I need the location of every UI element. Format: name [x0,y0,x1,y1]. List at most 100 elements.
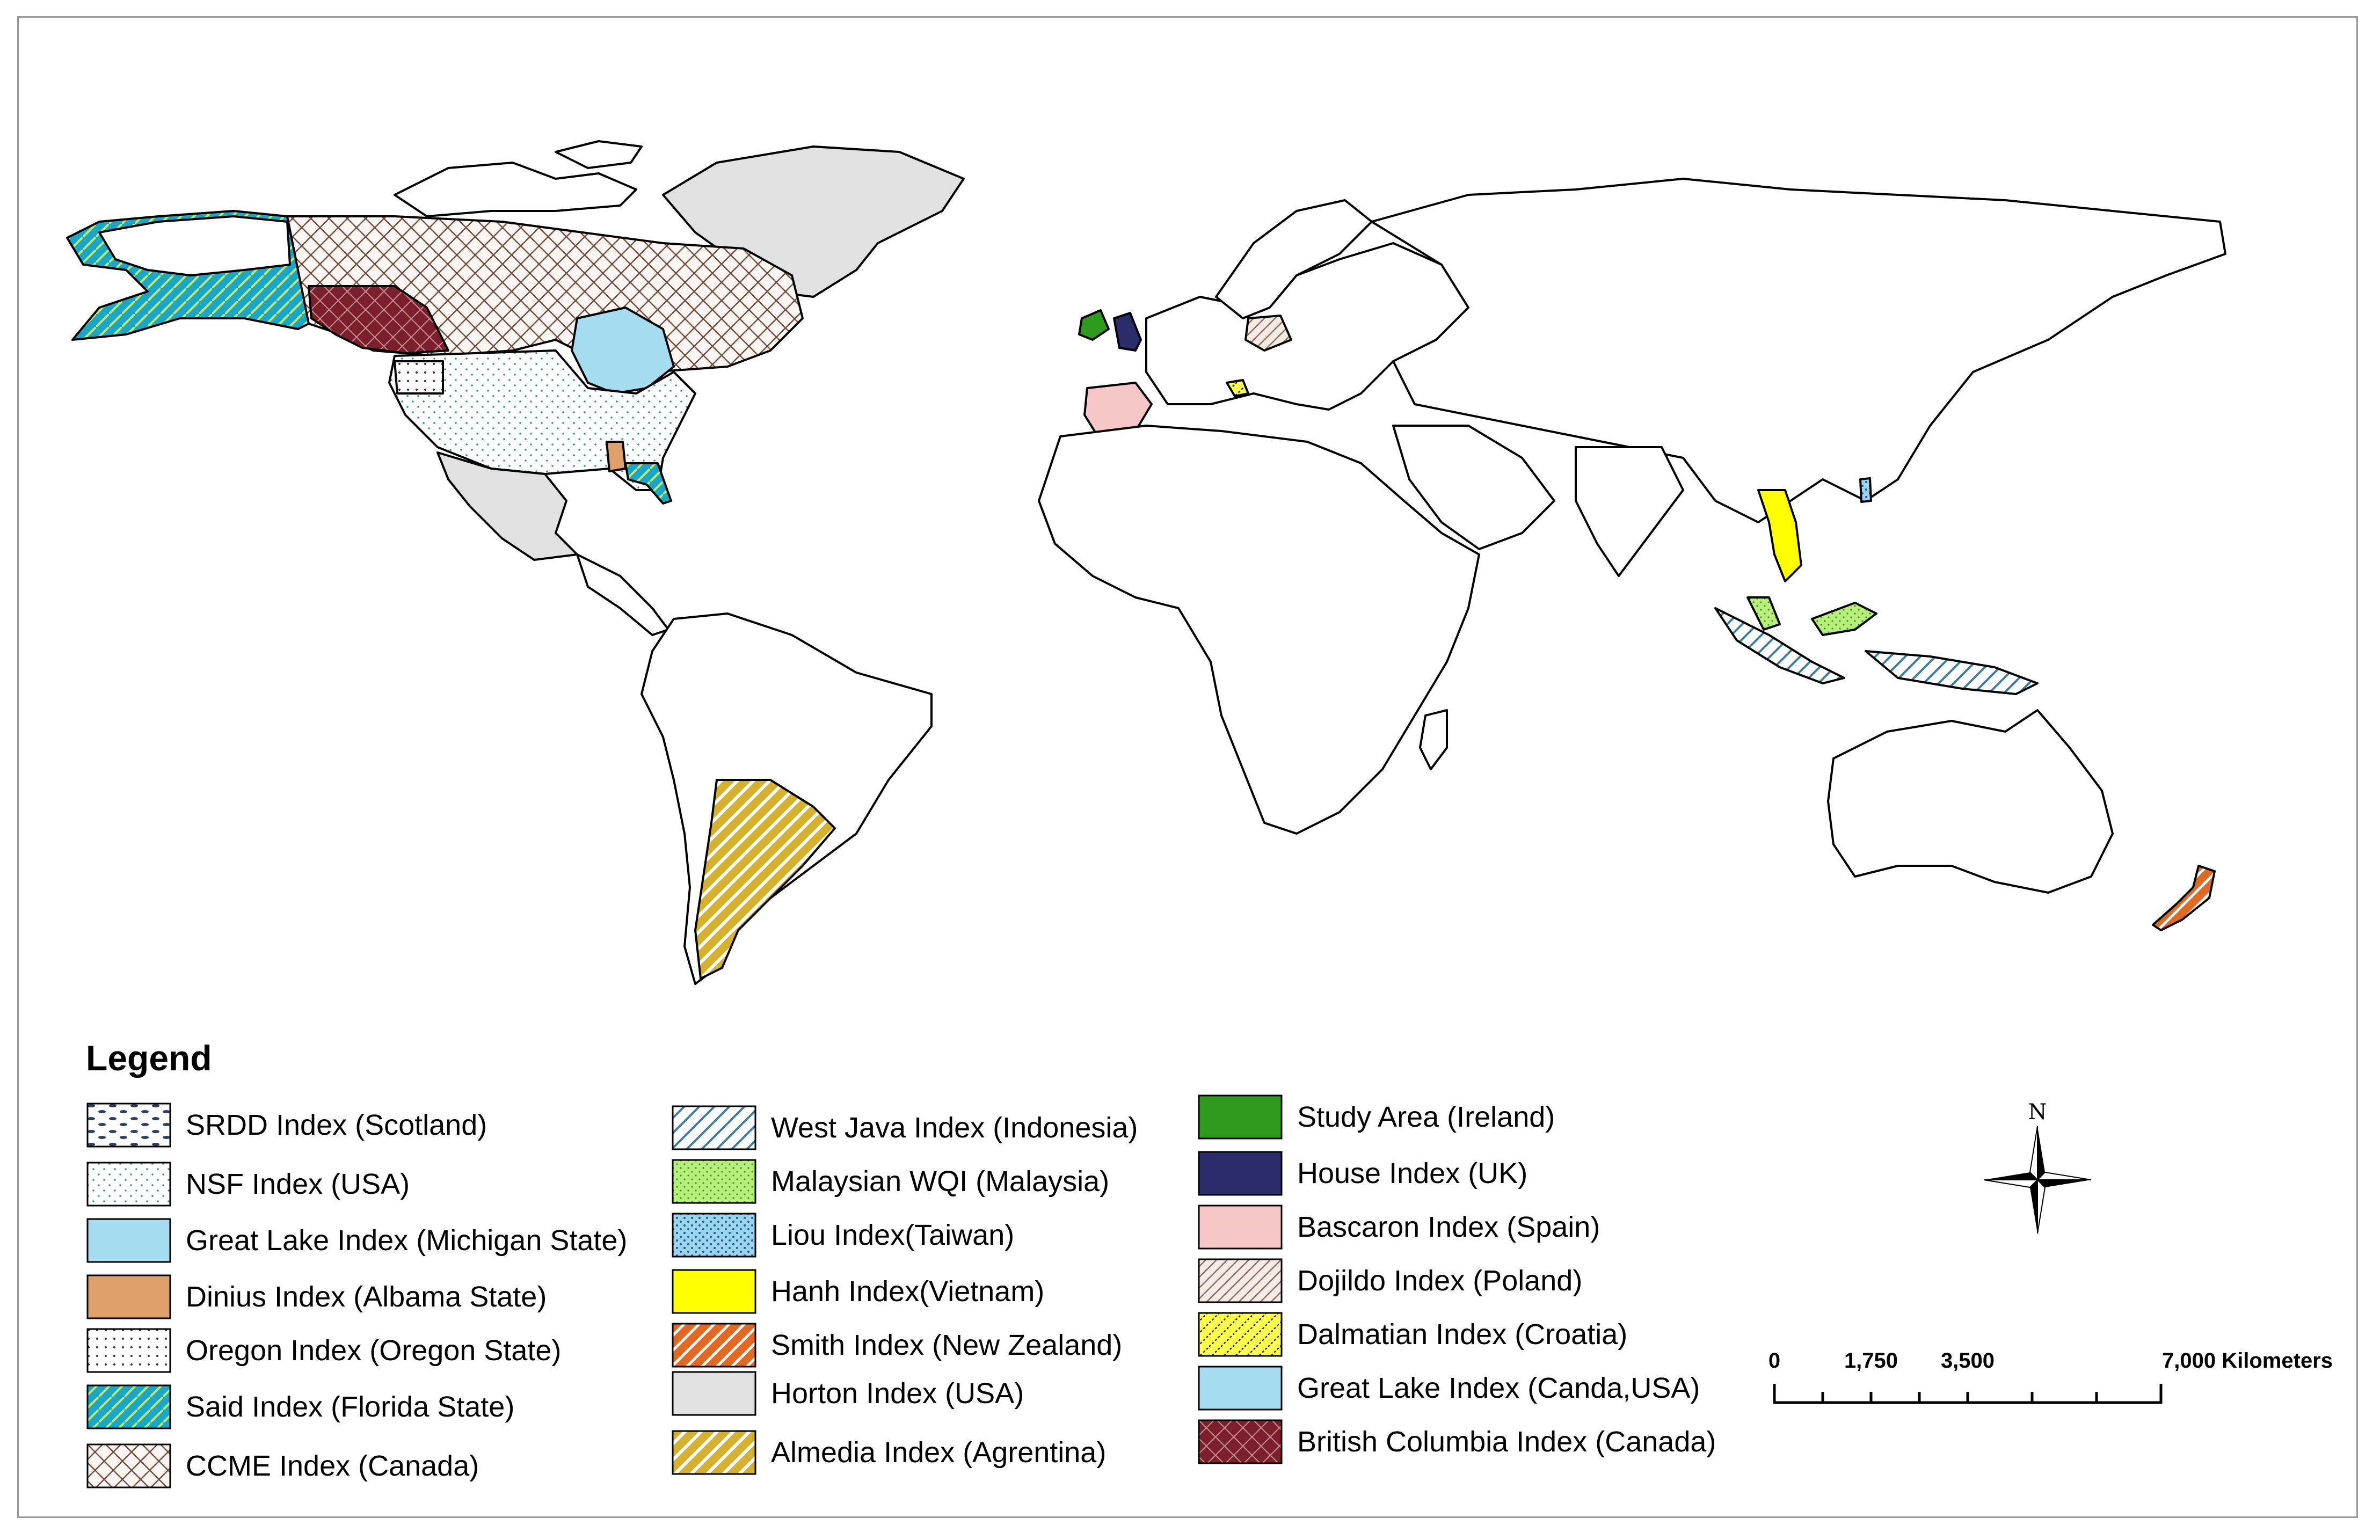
legend-label: Oregon Index (Oregon State) [186,1334,562,1367]
legend-swatch [1198,1205,1283,1250]
scale-tick-0: 0 [1768,1349,1780,1373]
scandinavia [1215,199,1373,319]
legend-swatch [86,1162,171,1207]
legend-label: House Index (UK) [1297,1157,1528,1189]
scale-tick-3500: 3,500 [1941,1349,1995,1373]
legend-item: CCME Index (Canada) [86,1443,479,1489]
indonesia [1714,607,1845,684]
indonesia-east [1865,650,2039,695]
legend-swatch [1198,1094,1283,1140]
scale-tick-7000: 7,000 Kilometers [2162,1349,2333,1373]
compass-icon [1983,1126,2092,1234]
legend-item: Hanh Index(Vietnam) [671,1268,1044,1315]
new-zealand [2152,865,2216,931]
legend-item: Horton Index (USA) [671,1370,1024,1417]
arctic-islands [394,162,637,217]
australia [1827,709,2114,894]
legend-item: Malaysian WQI (Malaysia) [671,1158,1109,1205]
legend-item: Great Lake Index (Canda,USA) [1197,1365,1700,1411]
malaysia [1746,596,1781,631]
alabama [606,441,627,472]
legend-swatch [1198,1366,1283,1411]
legend-label: Dojildo Index (Poland) [1297,1265,1583,1297]
africa [1038,425,1480,835]
legend-item: Almedia Index (Agrentina) [671,1429,1106,1476]
legend-swatch [86,1443,171,1488]
map-frame: Legend SRDD Index (Scotland) NSF Index (U… [17,16,2358,1518]
legend-label: Dinius Index (Albama State) [186,1281,547,1313]
florida [624,462,672,505]
scale-tick-1750: 1,750 [1844,1349,1898,1373]
legend-swatch [672,1213,756,1258]
legend-label: Dalmatian Index (Croatia) [1297,1318,1628,1351]
asia [1371,178,2226,523]
legend-label: Liou Index(Taiwan) [771,1219,1015,1251]
legend-swatch [1198,1419,1283,1464]
taiwan [1859,477,1872,503]
legend-item: West Java Index (Indonesia) [671,1105,1138,1151]
legend-swatch [86,1328,171,1373]
legend-label: Study Area (Ireland) [1297,1101,1555,1133]
legend-item: SRDD Index (Scotland) [86,1102,487,1148]
uk [1113,312,1142,352]
croatia [1226,379,1249,397]
arctic-islands-2 [555,140,643,169]
legend-label: Hanh Index(Vietnam) [771,1275,1045,1308]
legend-label: Said Index (Florida State) [186,1391,515,1423]
legend-swatch [672,1371,756,1416]
legend-swatch [86,1274,171,1319]
legend-item: British Columbia Index (Canada) [1197,1419,1716,1465]
legend-item: Dalmatian Index (Croatia) [1197,1311,1627,1357]
madagascar [1419,709,1448,770]
legend-label: NSF Index (USA) [186,1168,410,1200]
legend-label: British Columbia Index (Canada) [1297,1426,1716,1458]
legend-item: Dojildo Index (Poland) [1197,1258,1582,1304]
legend-label: CCME Index (Canada) [186,1450,479,1482]
poland [1244,315,1292,352]
legend-label: Almedia Index (Agrentina) [771,1436,1107,1469]
british-columbia [308,285,449,354]
legend-item: Study Area (Ireland) [1197,1094,1555,1140]
legend-swatch [672,1159,756,1204]
legend-item: Bascaron Index (Spain) [1197,1204,1600,1250]
legend-label: Great Lake Index (Michigan State) [186,1224,628,1257]
north-arrow: N [1983,1100,2092,1234]
argentina [694,779,836,980]
legend-swatch [1198,1312,1283,1357]
india [1575,446,1684,577]
ireland [1078,309,1110,341]
world-map [66,140,2226,985]
legend-item: Said Index (Florida State) [86,1384,514,1430]
legend-item: Smith Index (New Zealand) [671,1322,1122,1368]
legend-label: Horton Index (USA) [771,1377,1024,1410]
malaysia-borneo [1811,602,1877,636]
legend-swatch [86,1103,171,1148]
legend-item: House Index (UK) [1197,1150,1527,1196]
legend-title: Legend [86,1038,212,1078]
north-label: N [2028,1100,2047,1125]
arabia [1392,425,1555,550]
legend-swatch [672,1323,756,1368]
legend-item: NSF Index (USA) [86,1161,410,1207]
scale-bar: 0 1,750 3,500 7,000 Kilometers [1768,1349,2333,1404]
legend-swatch [672,1269,756,1314]
vietnam [1757,489,1802,582]
legend-label: Malaysian WQI (Malaysia) [771,1165,1110,1198]
legend-item: Oregon Index (Oregon State) [86,1327,561,1374]
oregon [394,360,444,395]
legend-swatch [86,1218,171,1263]
legend-swatch [86,1384,171,1429]
legend-label: West Java Index (Indonesia) [771,1112,1138,1144]
legend-item: Great Lake Index (Michigan State) [86,1217,627,1264]
legend-swatch [1198,1258,1283,1303]
legend-swatch [672,1105,756,1150]
legend-swatch [1198,1151,1283,1196]
legend-item: Dinius Index (Albama State) [86,1274,547,1320]
legend-label: Great Lake Index (Canda,USA) [1297,1372,1700,1404]
legend-label: Bascaron Index (Spain) [1297,1211,1600,1243]
legend-label: SRDD Index (Scotland) [186,1109,487,1141]
central-america [576,553,669,636]
legend-label: Smith Index (New Zealand) [771,1329,1123,1361]
legend-item: Liou Index(Taiwan) [671,1212,1014,1258]
legend-swatch [672,1430,756,1475]
